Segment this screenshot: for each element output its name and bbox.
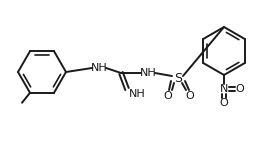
Text: O: O bbox=[163, 91, 172, 101]
Text: O: O bbox=[236, 84, 244, 94]
Text: NH: NH bbox=[129, 89, 145, 99]
Text: NH: NH bbox=[91, 63, 107, 73]
Text: O: O bbox=[220, 98, 229, 108]
Text: S: S bbox=[174, 72, 182, 85]
Text: NH: NH bbox=[140, 68, 156, 78]
Text: O: O bbox=[186, 91, 194, 101]
Text: N: N bbox=[220, 84, 228, 94]
